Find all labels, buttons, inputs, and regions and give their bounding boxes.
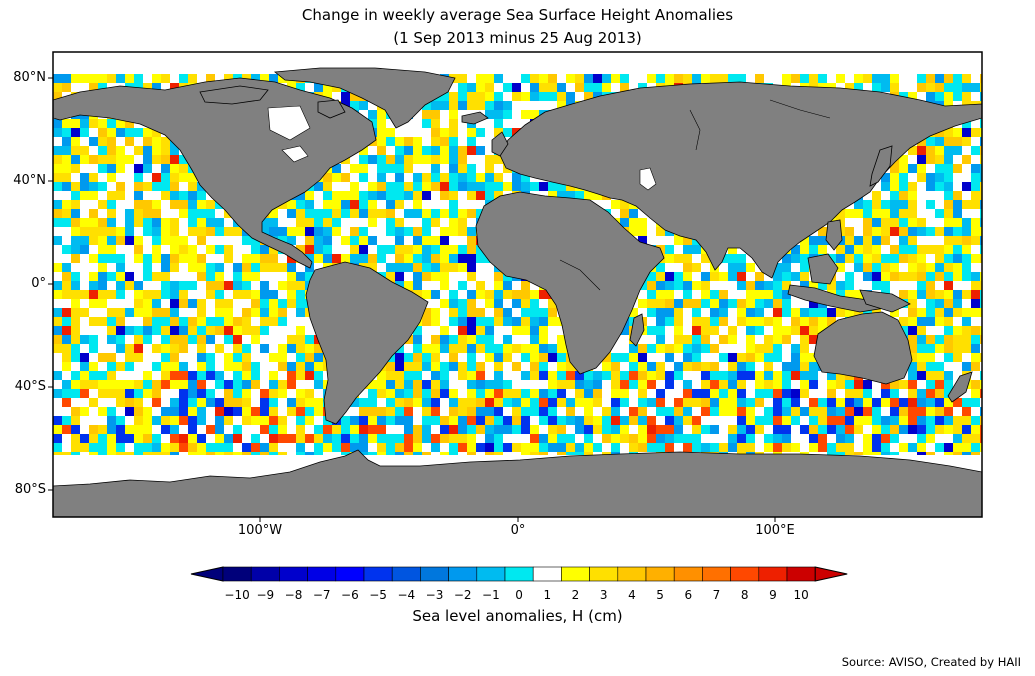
greenland	[273, 67, 456, 129]
coastline-details	[559, 99, 831, 291]
colorbar-tick-label: 2	[571, 588, 580, 602]
colorbar-tick-label: −6	[341, 588, 359, 602]
colorbar-tick-label: 9	[769, 588, 777, 602]
madagascar	[629, 313, 645, 347]
no-data-arctic	[53, 52, 982, 74]
inland-waters	[267, 105, 657, 191]
australia	[813, 311, 913, 385]
colorbar-tick-label: −7	[312, 588, 331, 602]
colorbar-swatch	[702, 566, 731, 582]
indonesia	[787, 284, 887, 313]
new-zealand	[947, 371, 973, 403]
colorbar-swatch	[532, 566, 562, 582]
colorbar-arrow-high	[814, 566, 848, 582]
colorbar-swatch	[617, 566, 647, 582]
colorbar-swatch	[476, 566, 506, 582]
map-title: Change in weekly average Sea Surface Hei…	[301, 6, 734, 24]
colorbar-tick-label: −2	[453, 588, 472, 602]
lat-label-40n: 40°N	[13, 173, 46, 188]
colorbar-tick-label: −1	[482, 588, 500, 602]
colorbar-swatch	[448, 566, 478, 582]
colorbar-swatch	[561, 566, 590, 582]
colorbar-tick-label: 3	[599, 588, 608, 602]
colorbar-swatch	[645, 566, 675, 582]
arctic-islands	[199, 85, 269, 105]
eurasia	[499, 81, 982, 279]
south-america	[305, 261, 429, 425]
colorbar-tick-label: 4	[628, 588, 636, 602]
colorbar-tick-label: −8	[284, 588, 303, 602]
colorbar-tick-label: 5	[656, 588, 664, 602]
colorbar-tick-label: 8	[740, 588, 749, 602]
map-subtitle: (1 Sep 2013 minus 25 Aug 2013)	[393, 29, 642, 47]
colorbar-swatch	[222, 566, 252, 582]
lat-label-40s: 40°S	[14, 379, 46, 394]
colorbar-arrow-low	[190, 566, 224, 582]
british-isles	[491, 131, 509, 157]
colorbar-swatch	[420, 566, 449, 582]
colorbar-tick-label: −4	[397, 588, 416, 602]
borneo	[807, 253, 839, 285]
colorbar-tick-label: 0	[515, 588, 523, 602]
hudson-bay	[267, 105, 311, 141]
new-guinea	[859, 289, 911, 313]
lon-label-100e: 100°E	[755, 523, 795, 538]
colorbar-tick-label: 1	[543, 588, 552, 602]
colorbar-label: Sea level anomalies, H (cm)	[412, 607, 623, 625]
lat-label-equator: 0°	[31, 276, 46, 291]
colorbar-swatch	[730, 566, 760, 582]
colorbar-swatch	[335, 566, 365, 582]
colorbar-tick-label: −3	[425, 588, 444, 602]
colorbar-swatch	[504, 566, 534, 582]
colorbar-swatch	[307, 566, 337, 582]
colorbar	[190, 566, 848, 582]
great-lakes	[281, 145, 309, 163]
africa	[475, 191, 665, 375]
colorbar-tick-label: 6	[684, 588, 693, 602]
colorbar-swatch	[589, 566, 619, 582]
colorbar-tick-label: −10	[224, 588, 250, 602]
japan	[869, 145, 893, 187]
colorbar-tick-label: −5	[369, 588, 387, 602]
colorbar-swatch	[250, 566, 280, 582]
antarctica	[53, 449, 982, 517]
colorbar-tick-label: −9	[256, 588, 275, 602]
caspian-sea	[639, 167, 657, 191]
colorbar-swatch	[758, 566, 788, 582]
colorbar-tick-label: 10	[793, 588, 809, 602]
lat-label-80s: 80°S	[14, 482, 46, 497]
colorbar-tick-label: 7	[712, 588, 721, 602]
colorbar-swatch	[391, 566, 421, 582]
iceland	[461, 111, 489, 125]
lon-label-0: 0°	[510, 523, 526, 538]
source-credit: Source: AVISO, Created by HAII	[841, 655, 1021, 669]
axis-ticks	[48, 77, 776, 522]
lon-label-100w: 100°W	[237, 523, 283, 538]
philippines	[825, 219, 843, 251]
lat-label-80n: 80°N	[13, 70, 46, 85]
colorbar-swatch	[786, 566, 816, 582]
colorbar-swatch	[673, 566, 703, 582]
colorbar-swatch	[279, 566, 308, 582]
colorbar-swatch	[363, 566, 393, 582]
